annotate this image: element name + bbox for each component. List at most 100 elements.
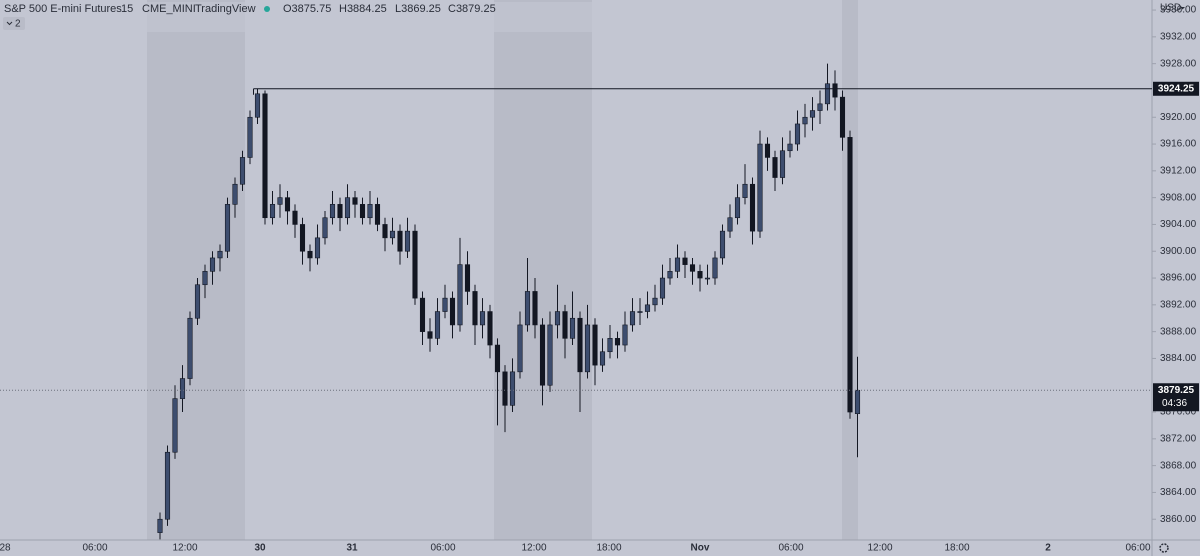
candle-body: [172, 398, 178, 453]
y-tick-label: 3904.00: [1160, 219, 1197, 230]
market-status: [264, 6, 270, 12]
last-price-bg: [1153, 383, 1199, 412]
candle-body: [367, 204, 373, 219]
candle-body: [794, 123, 801, 145]
interval[interactable]: 15: [121, 3, 133, 15]
candle-body: [854, 389, 861, 415]
x-tick-label: 06:00: [1125, 543, 1150, 554]
indicator-toggle[interactable]: [3, 17, 25, 30]
candle-body: [202, 271, 208, 286]
ohlc-open: O3875.75: [283, 3, 331, 15]
candle-body: [292, 210, 298, 225]
candle-body: [817, 103, 823, 111]
candle-body: [757, 143, 763, 232]
exchange: CME_MINI: [142, 3, 196, 15]
candle-body: [667, 271, 673, 279]
candle-body: [689, 264, 696, 272]
candle-body: [344, 197, 351, 219]
candle-body: [524, 291, 531, 326]
candle-body: [569, 317, 576, 339]
y-tick-label: 3908.00: [1160, 192, 1197, 203]
y-tick-label: 3888.00: [1160, 326, 1197, 337]
candle-body: [847, 137, 853, 413]
candle-body: [509, 371, 516, 406]
candle-body: [277, 197, 283, 205]
candle-body: [802, 116, 808, 125]
candle-body: [772, 157, 778, 178]
ohlc-high: H3884.25: [339, 3, 387, 15]
candle-body: [472, 291, 478, 326]
candle-body: [404, 230, 411, 252]
candle-body: [697, 271, 703, 279]
candle-body: [427, 331, 433, 339]
candle-body: [599, 351, 606, 366]
ohlc-close: C3879.25: [448, 3, 496, 15]
candle-body: [734, 197, 741, 219]
candle-body: [457, 264, 463, 326]
candle-body: [592, 324, 598, 366]
y-tick-label: 3868.00: [1160, 460, 1197, 471]
candle-body: [359, 204, 366, 219]
candle-body: [712, 257, 718, 279]
candle-body: [719, 230, 726, 259]
candle-body: [727, 217, 733, 232]
candle-body: [659, 277, 666, 299]
bar-countdown: 04:36: [1162, 398, 1187, 409]
candle-body: [442, 297, 448, 312]
candle-body: [674, 257, 681, 272]
candle-body: [584, 324, 591, 373]
x-tick-label: Nov: [691, 543, 710, 554]
x-tick-label: 18:00: [596, 543, 621, 554]
candle-body: [577, 317, 583, 373]
candle-body: [464, 264, 471, 292]
y-tick-label: 3912.00: [1160, 165, 1197, 176]
candle-body: [262, 93, 268, 219]
hline-label: 3924.25: [1158, 83, 1195, 94]
candle-body: [539, 324, 546, 386]
symbol[interactable]: S&P 500 E-mini Futures: [4, 3, 122, 15]
candle-body: [352, 197, 358, 205]
x-tick-label: 12:00: [172, 543, 197, 554]
source: TradingView: [195, 3, 256, 15]
candle-body: [517, 324, 523, 373]
x-tick-label: 18:00: [944, 543, 969, 554]
y-tick-label: 3872.00: [1160, 433, 1197, 444]
candle-body: [382, 224, 388, 239]
candle-body: [832, 83, 838, 98]
candle-body: [374, 204, 381, 225]
candle-body: [224, 204, 231, 252]
candle-body: [742, 183, 748, 198]
candle-body: [607, 338, 613, 353]
x-tick-label: 12:00: [521, 543, 546, 554]
y-tick-label: 3900.00: [1160, 246, 1197, 257]
y-tick-label: 3892.00: [1160, 299, 1197, 310]
indicator-count[interactable]: 2: [15, 19, 21, 30]
candle-body: [764, 143, 771, 158]
currency[interactable]: USD: [1160, 3, 1181, 14]
y-tick-label: 3920.00: [1160, 112, 1197, 123]
x-tick-label: 12:00: [867, 543, 892, 554]
legend-bg: [0, 2, 600, 32]
last-price-label: 3879.25: [1158, 385, 1195, 396]
candle-body: [682, 257, 688, 265]
y-tick-label: 3916.00: [1160, 139, 1197, 150]
x-tick-label: 06:00: [82, 543, 107, 554]
candle-body: [269, 204, 276, 219]
x-tick-label: 06:00: [430, 543, 455, 554]
candle-body: [412, 230, 418, 299]
y-tick-label: 3896.00: [1160, 273, 1197, 284]
candle-body: [254, 93, 261, 118]
candle-body: [389, 230, 396, 239]
y-tick-label: 3928.00: [1160, 58, 1197, 69]
candle-body: [547, 324, 553, 386]
candle-body: [179, 378, 186, 399]
candle-body: [187, 317, 193, 379]
candle-body: [554, 311, 561, 326]
settings-icon[interactable]: [1159, 543, 1169, 553]
candle-body: [449, 297, 456, 326]
candle-body: [809, 110, 816, 118]
candle-body: [824, 83, 831, 105]
y-tick-label: 3876.00: [1160, 407, 1197, 418]
candle-body: [629, 311, 636, 326]
